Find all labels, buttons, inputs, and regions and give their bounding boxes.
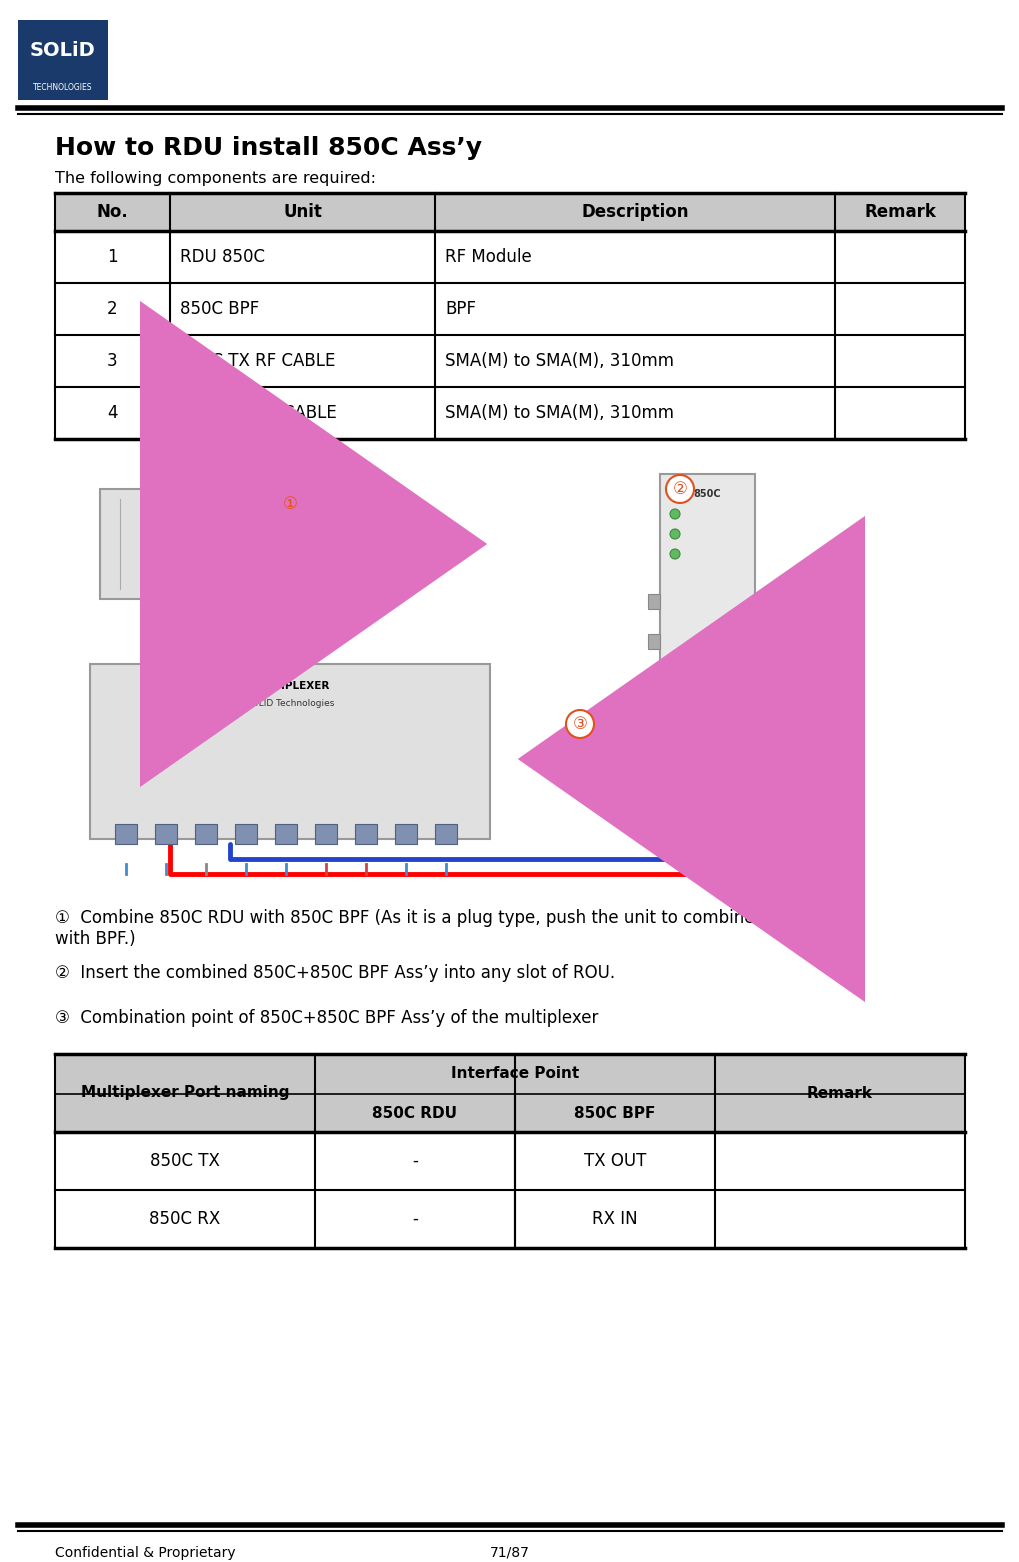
Circle shape (566, 711, 593, 737)
Text: 850C: 850C (693, 489, 720, 498)
Text: 3: 3 (107, 351, 118, 370)
Bar (90, 664, 489, 839)
Text: SOLiD: SOLiD (31, 41, 96, 59)
Text: ②  Insert the combined 850C+850C BPF Ass’y into any slot of ROU.: ② Insert the combined 850C+850C BPF Ass’… (55, 964, 614, 982)
Text: No.: No. (97, 203, 128, 220)
Bar (155, 825, 177, 843)
Text: Unit: Unit (283, 203, 322, 220)
Bar (659, 473, 754, 814)
Circle shape (669, 509, 680, 519)
Bar (195, 825, 217, 843)
Bar (234, 825, 257, 843)
Bar (55, 194, 964, 231)
Text: 850C RX RF CABLE: 850C RX RF CABLE (179, 405, 336, 422)
Text: -: - (412, 1211, 418, 1228)
Text: 4: 4 (107, 405, 117, 422)
Circle shape (665, 475, 693, 503)
Bar (355, 825, 377, 843)
Text: How to RDU install 850C Ass’y: How to RDU install 850C Ass’y (55, 136, 482, 159)
Text: 850C BPF: 850C BPF (179, 300, 259, 319)
Text: 850C RDU: 850C RDU (176, 539, 233, 548)
Bar (647, 673, 659, 689)
Bar (115, 825, 137, 843)
Bar (394, 825, 417, 843)
Bar (55, 464, 964, 884)
Text: BPF: BPF (444, 300, 476, 319)
Text: SMA(M) to SMA(M), 310mm: SMA(M) to SMA(M), 310mm (444, 351, 674, 370)
Text: Description: Description (581, 203, 688, 220)
Bar (434, 825, 457, 843)
Bar (55, 1054, 964, 1093)
Text: SOLID Technologies: SOLID Technologies (246, 700, 334, 709)
Text: -: - (412, 1153, 418, 1170)
Text: ①  Combine 850C RDU with 850C BPF (As it is a plug type, push the unit to combin: ① Combine 850C RDU with 850C BPF (As it … (55, 909, 754, 948)
Text: ①: ① (282, 495, 298, 512)
Circle shape (669, 530, 680, 539)
Text: 850C TX RF CABLE: 850C TX RF CABLE (179, 351, 335, 370)
Bar (18, 20, 108, 100)
Text: RDU 850C: RDU 850C (179, 248, 265, 266)
Bar (55, 1093, 964, 1132)
Bar (675, 797, 694, 814)
Text: Confidential & Proprietary: Confidential & Proprietary (55, 1546, 235, 1560)
Text: MULTIPLEXER: MULTIPLEXER (250, 681, 329, 690)
Text: Remark: Remark (806, 1086, 872, 1101)
Bar (647, 714, 659, 729)
Text: 1: 1 (107, 248, 118, 266)
Circle shape (304, 548, 316, 561)
Text: ③  Combination point of 850C+850C BPF Ass’y of the multiplexer: ③ Combination point of 850C+850C BPF Ass… (55, 1009, 598, 1026)
Text: Interface Point: Interface Point (450, 1067, 579, 1081)
Bar (647, 634, 659, 648)
Bar (647, 594, 659, 609)
Text: The following components are required:: The following components are required: (55, 170, 376, 186)
Text: 850C RX: 850C RX (149, 1211, 220, 1228)
Text: TECHNOLOGIES: TECHNOLOGIES (34, 83, 93, 92)
Text: ③: ③ (572, 715, 587, 733)
Bar (709, 797, 730, 814)
Text: 850C BPF: 850C BPF (574, 1106, 655, 1120)
Text: TX OUT: TX OUT (583, 1153, 646, 1170)
Text: 2: 2 (107, 300, 118, 319)
Bar (275, 825, 297, 843)
Text: RF Module: RF Module (444, 248, 531, 266)
Bar (315, 825, 336, 843)
Text: 71/87: 71/87 (489, 1546, 530, 1560)
Text: RX IN: RX IN (592, 1211, 637, 1228)
Bar (100, 489, 310, 598)
Text: Remark: Remark (863, 203, 935, 220)
Text: 850C TX: 850C TX (150, 1153, 220, 1170)
Text: Multiplexer Port naming: Multiplexer Port naming (81, 1086, 289, 1101)
Text: ②: ② (672, 480, 687, 498)
Text: 850C RDU: 850C RDU (372, 1106, 458, 1120)
Text: SMA(M) to SMA(M), 310mm: SMA(M) to SMA(M), 310mm (444, 405, 674, 422)
Circle shape (304, 519, 316, 530)
Circle shape (276, 490, 304, 519)
Circle shape (669, 548, 680, 559)
